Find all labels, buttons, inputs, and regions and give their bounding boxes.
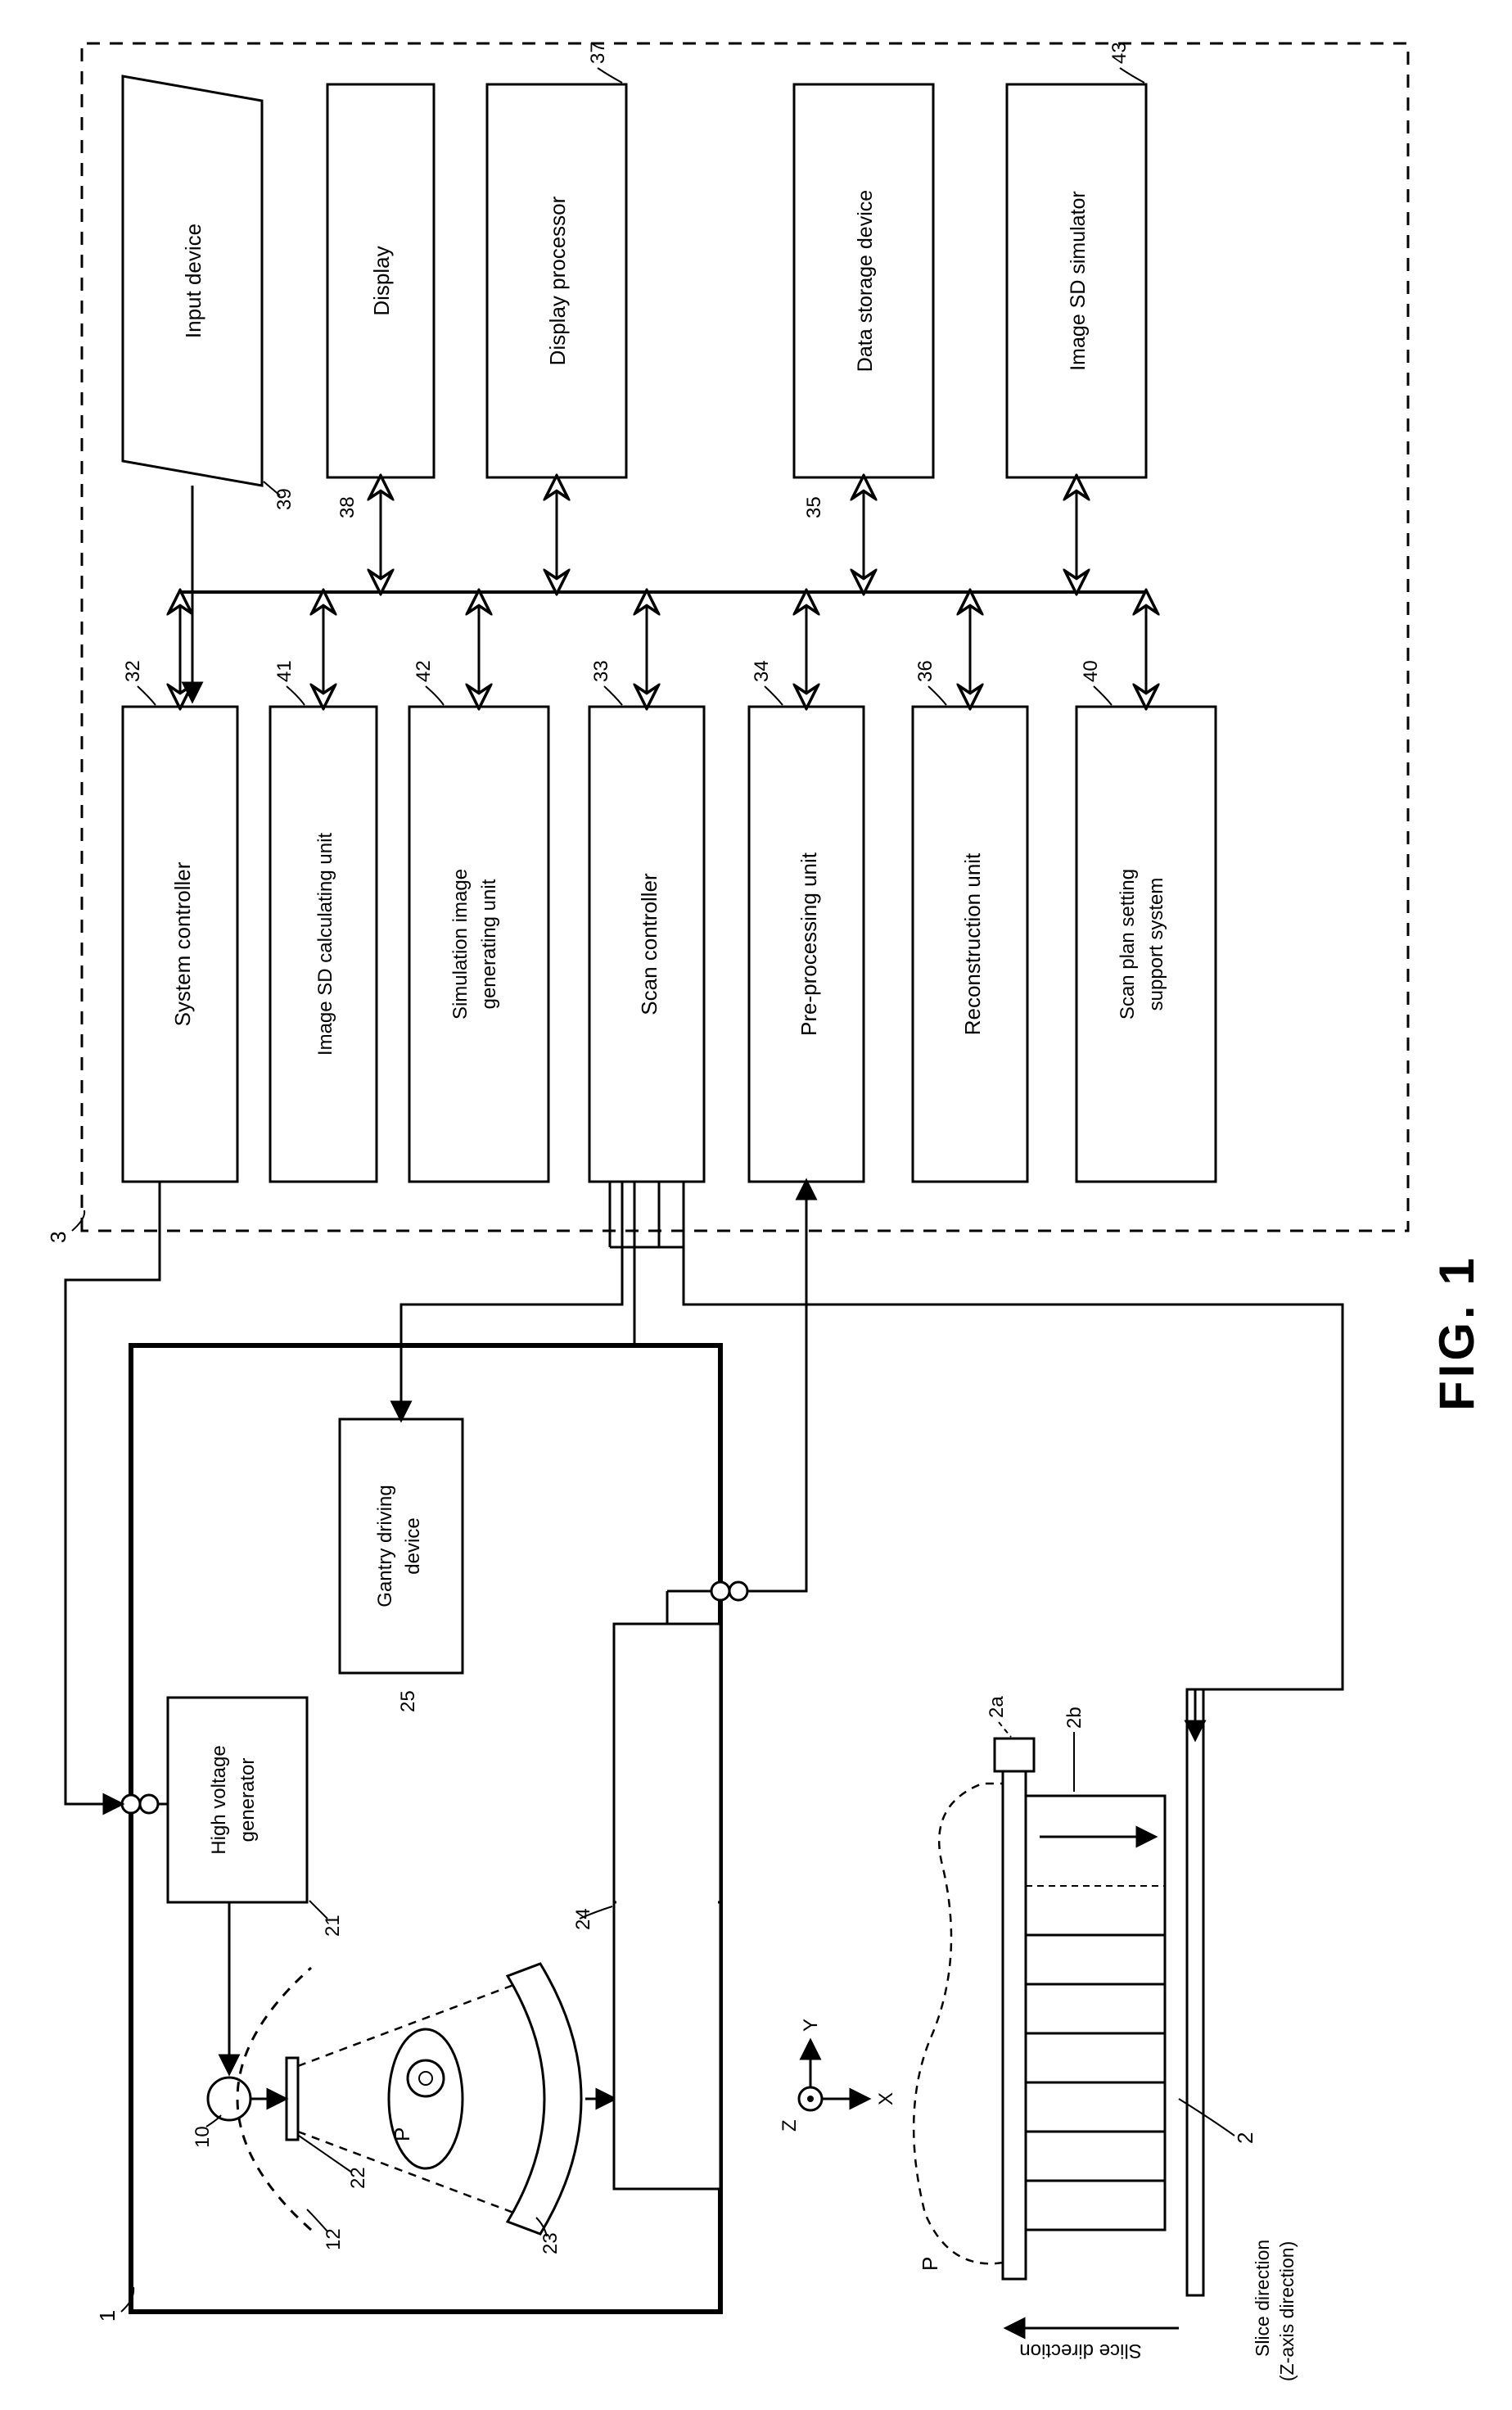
input-ref: 39 — [273, 488, 296, 510]
couch-base-ref: 2b — [1063, 1707, 1085, 1729]
scan-plan-ref: 40 — [1080, 660, 1102, 682]
input-label: Input device — [181, 224, 205, 338]
sys-ctrl-ref: 32 — [122, 660, 144, 682]
arc-ref: 12 — [323, 2228, 345, 2250]
couch-ref: 2 — [1233, 2132, 1257, 2144]
disp-proc-ref: 37 — [587, 42, 609, 64]
bus-connectors-left — [180, 592, 1146, 707]
console-ref: 3 — [46, 1232, 70, 1243]
storage-ref: 35 — [803, 496, 825, 518]
display-label: Display — [369, 246, 394, 315]
axis-z: Z — [779, 2119, 801, 2132]
sd-calc-ref: 41 — [273, 660, 296, 682]
xray-tube-ref: 10 — [192, 2126, 214, 2148]
detector-ref: 23 — [539, 2232, 562, 2254]
console-left-col: System controller 32 Image SD calculatin… — [122, 660, 1216, 1182]
detector-arc — [508, 1964, 581, 2234]
slice-l1: Slice direction — [1019, 2340, 1141, 2362]
preproc-label: Pre-processing unit — [797, 852, 821, 1036]
storage-label: Data storage device — [854, 190, 877, 372]
scan-plan-l1: Scan plan setting — [1117, 869, 1139, 1020]
daq-ref: 24 — [572, 1908, 594, 1930]
sd-sim-label: Image SD simulator — [1067, 191, 1090, 371]
preproc-ref: 34 — [751, 660, 773, 682]
gantry-group: 1 10 12 22 P 23 High voltage gener — [95, 1345, 747, 2322]
patient-couch-label: P — [918, 2257, 942, 2271]
diagram-svg: 1 10 12 22 P 23 High voltage gener — [16, 16, 1512, 2394]
gdd-label-2: device — [402, 1517, 424, 1574]
sd-calc-label: Image SD calculating unit — [314, 833, 336, 1056]
tabletop-ref: 2a — [986, 1696, 1008, 1718]
axis-x: X — [875, 2092, 897, 2105]
axis-y: Y — [800, 2019, 822, 2032]
sim-gen-ref: 42 — [413, 660, 435, 682]
hvg-label-1: High voltage — [208, 1745, 230, 1854]
sd-sim-ref: 43 — [1108, 42, 1131, 64]
couch-base — [1026, 1796, 1165, 2230]
figure-label: FIG. 1 — [1429, 1255, 1484, 1411]
gantry-ref: 1 — [95, 2310, 120, 2322]
patient-p-label: P — [390, 2127, 414, 2141]
xray-tube — [208, 2078, 250, 2120]
disp-proc-label: Display processor — [545, 196, 570, 365]
scan-ctrl-label: Scan controller — [637, 873, 661, 1015]
hvg-label-2: generator — [237, 1758, 259, 1843]
scan-ctrl-ref: 33 — [590, 660, 612, 682]
collimator — [287, 2058, 298, 2140]
recon-label: Reconstruction unit — [960, 852, 985, 1035]
collimator-ref: 22 — [347, 2167, 369, 2189]
display-ref: 38 — [336, 496, 359, 518]
slice-label-2: (Z-axis direction) — [1276, 2241, 1298, 2381]
couch-group: 2a P 2b 2 Slice direction — [914, 1689, 1257, 2362]
gdd-label-1: Gantry driving — [374, 1485, 396, 1607]
scan-plan-l2: support system — [1145, 878, 1167, 1011]
sim-gen-l1: Simulation image — [449, 869, 472, 1020]
sim-gen-l2: generating unit — [478, 879, 500, 1009]
axes-indicator: X Y Z — [779, 2019, 897, 2132]
console-right-col: Input device 39 Display 38 Display proce… — [123, 42, 1146, 700]
gdd-ref: 25 — [397, 1690, 419, 1712]
slice-label-1: Slice direction — [1252, 2240, 1273, 2357]
recon-ref: 36 — [914, 660, 937, 682]
sys-ctrl-label: System controller — [170, 861, 195, 1026]
patient-cross-section — [389, 2029, 463, 2168]
patient-outline — [914, 1784, 1003, 2263]
hvg-ref: 21 — [322, 1915, 344, 1937]
gdd-block — [340, 1419, 463, 1673]
